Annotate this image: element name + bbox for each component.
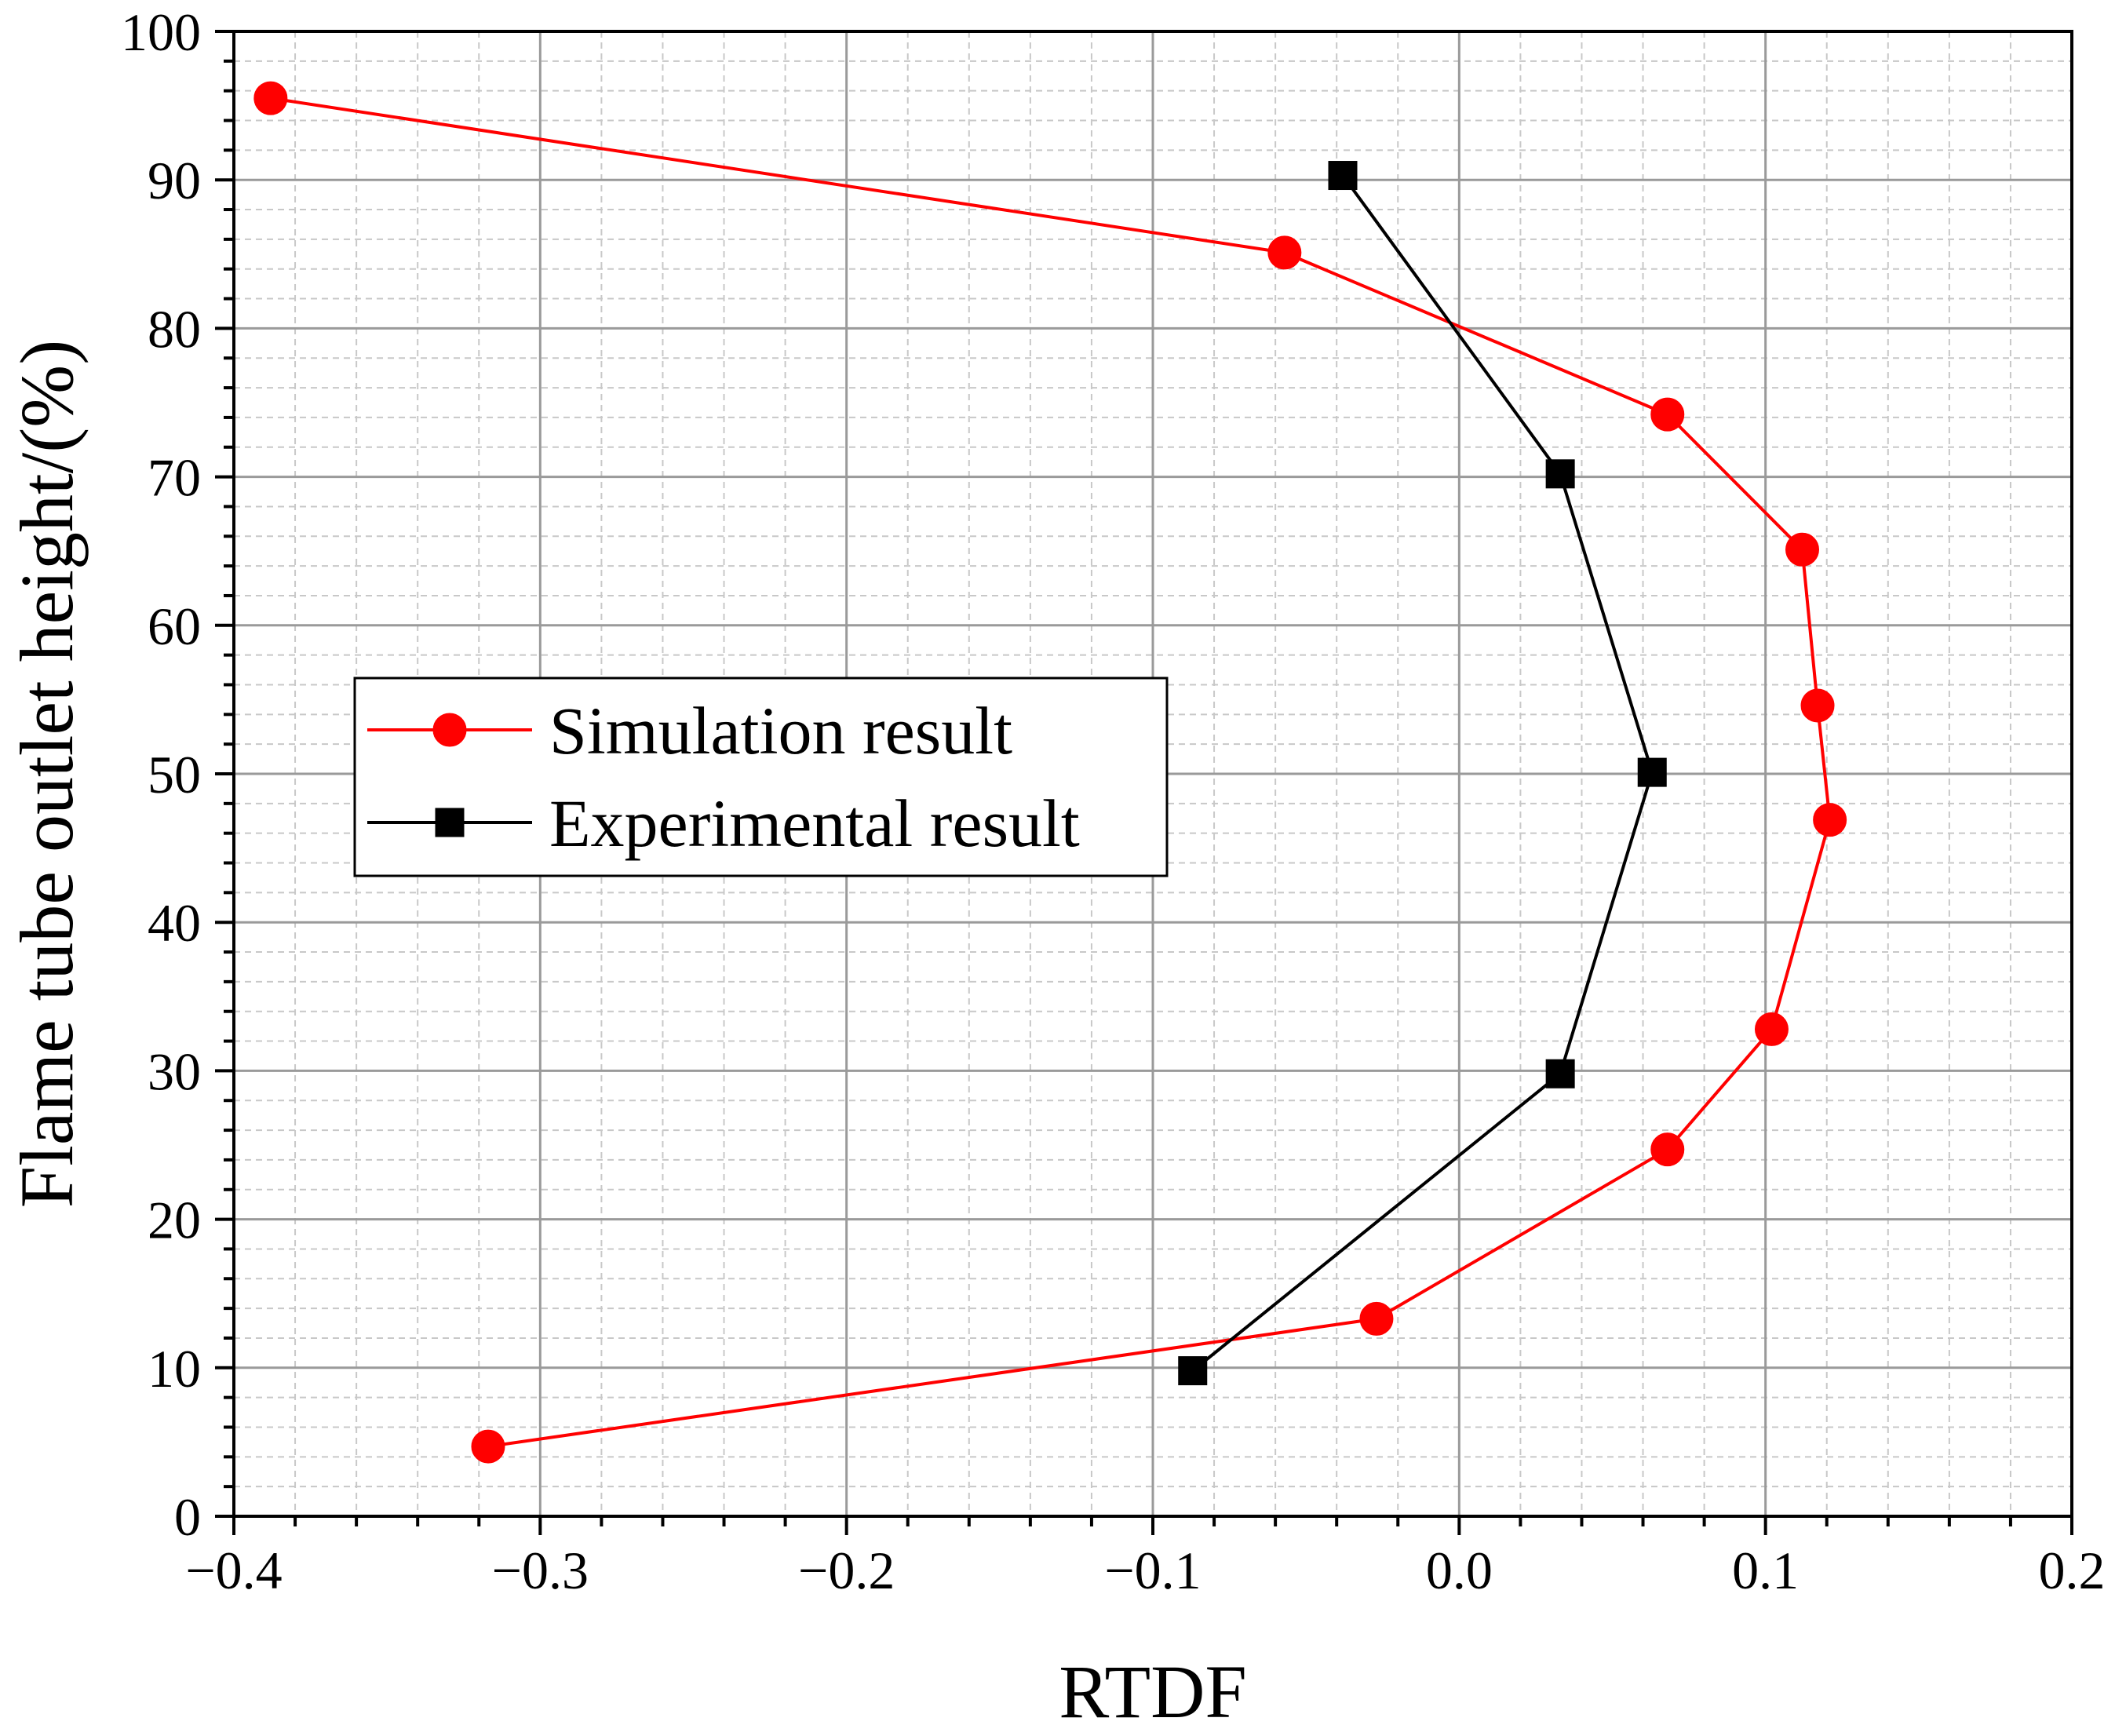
series-layer xyxy=(253,81,1847,1464)
data-point-simulation-result xyxy=(1650,1132,1685,1167)
y-tick-label: 60 xyxy=(148,596,201,656)
axis-ticks xyxy=(215,30,2073,1535)
legend-entry-experimental-result: Experimental result xyxy=(367,786,1080,861)
x-tick-label: −0.4 xyxy=(185,1541,282,1600)
legend-label-experimental-result: Experimental result xyxy=(549,786,1080,861)
data-point-simulation-result xyxy=(1785,532,1820,567)
x-tick-label: 0.1 xyxy=(1732,1541,1799,1600)
data-point-experimental-result xyxy=(1637,757,1667,787)
x-tick-label: 0.0 xyxy=(1426,1541,1493,1600)
y-tick-label: 80 xyxy=(148,299,201,359)
data-point-experimental-result xyxy=(1178,1356,1208,1386)
data-point-simulation-result xyxy=(1813,803,1847,837)
legend-label-simulation-result: Simulation result xyxy=(549,693,1012,768)
data-point-experimental-result xyxy=(1545,1059,1575,1089)
y-tick-label: 90 xyxy=(148,151,201,210)
data-point-simulation-result xyxy=(1267,235,1302,270)
major-grid xyxy=(234,31,2072,1516)
legend: Simulation result Experimental result xyxy=(353,677,1169,877)
x-axis-title: RTDF xyxy=(1059,1650,1247,1734)
y-tick-label: 20 xyxy=(148,1191,201,1250)
legend-marker-simulation-result xyxy=(432,713,467,747)
x-tick-label: −0.1 xyxy=(1104,1541,1201,1600)
data-point-simulation-result xyxy=(1754,1012,1789,1046)
y-tick-label: 30 xyxy=(148,1041,201,1101)
legend-entry-simulation-result: Simulation result xyxy=(367,693,1012,768)
data-point-simulation-result xyxy=(1800,688,1835,723)
legend-box xyxy=(353,677,1169,877)
y-axis-title: Flame tube outlet height/(%) xyxy=(5,340,89,1208)
x-tick-labels: −0.4 −0.3 −0.2 −0.1 0.0 0.1 0.2 xyxy=(185,1541,2105,1600)
y-tick-labels: 0 10 20 30 40 50 60 70 80 90 100 xyxy=(121,2,201,1547)
y-tick-label: 0 xyxy=(174,1487,201,1547)
legend-marker-experimental-result xyxy=(435,808,465,837)
data-point-simulation-result xyxy=(253,81,288,115)
data-point-experimental-result xyxy=(1328,161,1358,191)
y-tick-label: 100 xyxy=(121,2,201,62)
series-experimental-result xyxy=(1178,161,1667,1386)
data-point-simulation-result xyxy=(471,1429,505,1464)
y-tick-label: 10 xyxy=(148,1339,201,1399)
x-tick-label: −0.2 xyxy=(798,1541,895,1600)
data-point-simulation-result xyxy=(1650,397,1685,432)
y-tick-label: 70 xyxy=(148,448,201,508)
data-point-simulation-result xyxy=(1359,1301,1394,1336)
legend-entries: Simulation result Experimental result xyxy=(367,693,1080,861)
y-tick-label: 40 xyxy=(148,893,201,953)
y-tick-label: 50 xyxy=(148,745,201,804)
series-line-simulation-result xyxy=(270,97,1832,1449)
series-simulation-result xyxy=(253,81,1847,1464)
data-point-experimental-result xyxy=(1545,459,1575,489)
x-tick-label: −0.3 xyxy=(492,1541,589,1600)
x-tick-label: 0.2 xyxy=(2039,1541,2106,1600)
